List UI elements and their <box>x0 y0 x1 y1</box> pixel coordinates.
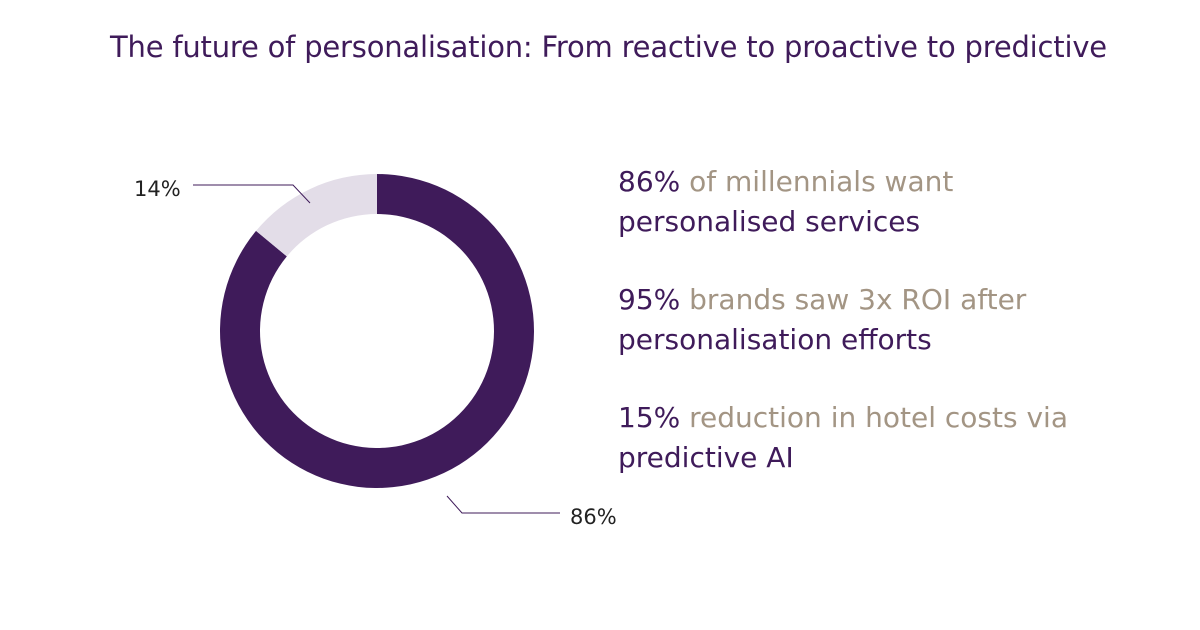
slice-label-86: 86% <box>570 505 617 529</box>
stat-item-brands-roi: 95% brands saw 3x ROI after personalisat… <box>618 280 1178 360</box>
chart-title: The future of personalisation: From reac… <box>110 30 1107 64</box>
stat-number: 86% <box>618 165 681 198</box>
leader-line-86 <box>446 495 560 514</box>
stat-description-continued: predictive AI <box>618 441 794 474</box>
donut-slice-14 <box>256 174 377 257</box>
stat-description-continued: personalised services <box>618 205 921 238</box>
stat-description: brands saw 3x ROI after <box>680 283 1027 316</box>
stat-description: of millennials want <box>680 165 954 198</box>
donut-slices <box>220 174 535 488</box>
stat-item-hotel-costs: 15% reduction in hotel costs via predict… <box>618 398 1178 478</box>
stat-item-millennials: 86% of millennials want personalised ser… <box>618 162 1178 242</box>
stat-number: 15% <box>618 401 681 434</box>
leader-line-14 <box>193 184 311 204</box>
stat-description-continued: personalisation efforts <box>618 323 932 356</box>
stats-list: 86% of millennials want personalised ser… <box>618 162 1178 516</box>
stat-number: 95% <box>618 283 681 316</box>
slice-label-14: 14% <box>134 177 181 201</box>
stat-description: reduction in hotel costs via <box>680 401 1068 434</box>
